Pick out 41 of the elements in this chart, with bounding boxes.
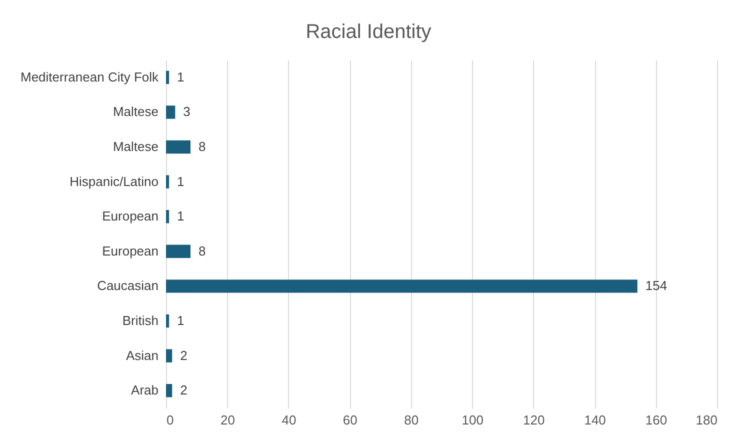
bar — [166, 210, 170, 224]
y-tick-label: Maltese — [112, 139, 158, 154]
y-tick-label: Mediterranean City Folk — [20, 69, 159, 84]
data-label: 2 — [180, 348, 188, 363]
x-tick-label: 0 — [166, 412, 174, 428]
y-tick-label: European — [102, 243, 158, 258]
data-label: 1 — [177, 174, 184, 189]
bar — [166, 106, 176, 119]
x-tick-label: 140 — [584, 412, 606, 428]
bar — [166, 70, 170, 84]
data-label: 154 — [645, 278, 668, 294]
bar — [166, 384, 172, 398]
bar — [166, 175, 170, 188]
bar — [166, 314, 170, 328]
bar — [166, 140, 190, 154]
data-label: 8 — [198, 139, 206, 154]
y-tick-label: Asian — [126, 348, 158, 363]
x-tick-label: 180 — [696, 412, 718, 428]
data-label: 1 — [177, 313, 184, 328]
y-tick-label: Caucasian — [97, 278, 158, 294]
x-tick-label: 80 — [404, 412, 419, 428]
bar — [166, 280, 638, 293]
data-label: 2 — [180, 382, 188, 398]
data-label: 1 — [177, 69, 184, 84]
data-label: 8 — [198, 243, 206, 258]
y-tick-label: Hispanic/Latino — [70, 174, 158, 189]
x-tick-label: 60 — [342, 412, 358, 428]
x-tick-label: 40 — [282, 412, 296, 428]
x-tick-label: 20 — [220, 412, 235, 428]
bar — [166, 349, 172, 362]
x-tick-label: 120 — [522, 412, 545, 428]
data-label: 3 — [183, 104, 190, 120]
y-tick-label: European — [102, 208, 158, 224]
x-tick-label: 100 — [462, 412, 484, 428]
y-tick-label: Maltese — [112, 104, 158, 120]
x-tick-label: 160 — [645, 412, 668, 428]
bar — [166, 244, 190, 258]
data-label: 1 — [177, 208, 184, 224]
y-tick-label: Arab — [131, 382, 158, 398]
chart-title: Racial Identity — [306, 21, 432, 43]
y-tick-label: British — [122, 313, 158, 328]
